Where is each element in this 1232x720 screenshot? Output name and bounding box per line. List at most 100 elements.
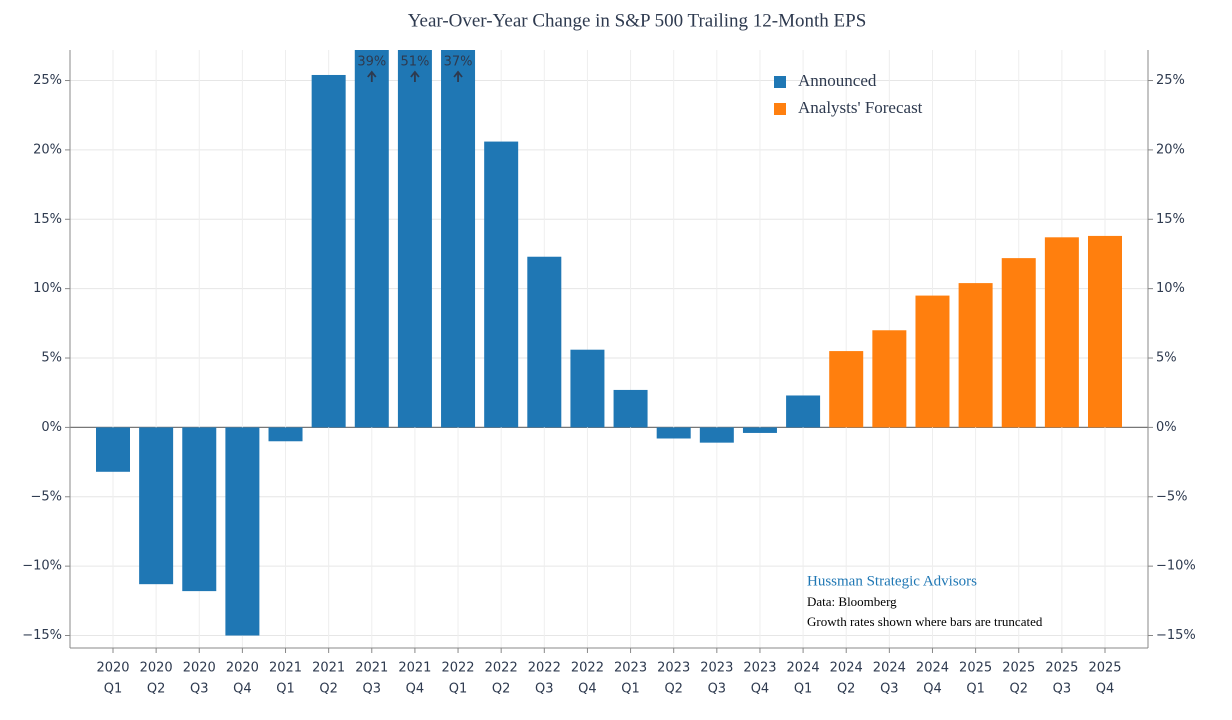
- x-tick-label: Q1: [104, 682, 123, 697]
- truncation-arrow: [367, 70, 377, 82]
- x-tick-label: 2023: [657, 661, 690, 676]
- x-tick-label: 2024: [873, 661, 906, 676]
- x-tick-label: Q4: [406, 682, 425, 697]
- x-tick-label: 2025: [1088, 661, 1121, 676]
- bar: [527, 256, 562, 428]
- bar: [1044, 237, 1079, 428]
- annotation: Hussman Strategic Advisors: [807, 573, 977, 589]
- x-tick-label: 2021: [312, 661, 345, 676]
- legend-label: Analysts' Forecast: [798, 98, 923, 117]
- y2-tick-label: −15%: [1156, 628, 1196, 643]
- x-tick-label: 2023: [743, 661, 776, 676]
- bar: [139, 427, 174, 585]
- x-tick-label: Q3: [708, 682, 727, 697]
- bar: [268, 427, 303, 442]
- bar: [354, 50, 389, 428]
- x-tick-label: Q4: [233, 682, 252, 697]
- y-tick-label: 5%: [41, 351, 62, 366]
- chart-title: Year-Over-Year Change in S&P 500 Trailin…: [408, 10, 867, 31]
- bar: [872, 330, 907, 428]
- x-tick-label: Q4: [751, 682, 770, 697]
- x-tick-label: Q2: [147, 682, 166, 697]
- x-tick-label: Q1: [794, 682, 813, 697]
- y2-tick-label: 10%: [1156, 281, 1185, 296]
- x-tick-label: 2020: [183, 661, 216, 676]
- truncation-arrow: [410, 70, 420, 82]
- y-tick-label: 20%: [33, 142, 62, 157]
- bar: [484, 141, 519, 428]
- y2-tick-label: 20%: [1156, 142, 1185, 157]
- x-tick-label: 2022: [571, 661, 604, 676]
- x-tick-label: 2025: [1045, 661, 1078, 676]
- legend-swatch: [774, 76, 786, 88]
- bar: [829, 351, 864, 428]
- x-tick-label: Q3: [1053, 682, 1072, 697]
- value-label: 37%: [444, 55, 473, 70]
- bar: [96, 427, 130, 472]
- y2-tick-label: −5%: [1156, 489, 1188, 504]
- x-tick-label: 2025: [1002, 661, 1035, 676]
- x-tick-label: Q4: [1096, 682, 1115, 697]
- bar: [397, 50, 432, 428]
- x-tick-label: 2023: [700, 661, 733, 676]
- x-tick-label: 2020: [96, 661, 129, 676]
- x-tick-label: 2020: [226, 661, 259, 676]
- truncation-arrow: [453, 70, 463, 82]
- x-tick-label: Q3: [535, 682, 554, 697]
- bar: [1088, 235, 1122, 428]
- annotation: Growth rates shown where bars are trunca…: [807, 614, 1043, 629]
- x-tick-label: Q4: [578, 682, 597, 697]
- bar: [182, 427, 217, 592]
- x-tick-label: Q1: [621, 682, 640, 697]
- x-tick-label: Q2: [837, 682, 856, 697]
- y-tick-label: 15%: [33, 212, 62, 227]
- x-tick-label: Q3: [880, 682, 899, 697]
- annotation: Data: Bloomberg: [807, 594, 897, 609]
- bar: [613, 389, 648, 428]
- bar: [958, 283, 993, 428]
- x-tick-label: 2025: [959, 661, 992, 676]
- y2-tick-label: −10%: [1156, 559, 1196, 574]
- value-label: 51%: [400, 55, 429, 70]
- bar: [915, 295, 950, 428]
- bar: [699, 427, 734, 443]
- y-tick-label: −5%: [30, 489, 62, 504]
- bar: [742, 427, 777, 433]
- legend-label: Announced: [798, 71, 877, 90]
- x-tick-label: Q2: [492, 682, 511, 697]
- y-tick-label: −15%: [22, 628, 62, 643]
- x-tick-label: 2024: [787, 661, 820, 676]
- x-tick-label: 2022: [528, 661, 561, 676]
- x-tick-label: Q1: [966, 682, 985, 697]
- x-tick-label: Q1: [449, 682, 468, 697]
- y2-tick-label: 0%: [1156, 420, 1177, 435]
- x-tick-label: Q2: [319, 682, 338, 697]
- x-tick-label: 2020: [140, 661, 173, 676]
- x-tick-label: 2022: [441, 661, 474, 676]
- bar: [786, 395, 821, 428]
- bar: [225, 427, 260, 636]
- bar: [656, 427, 691, 439]
- x-tick-label: 2021: [269, 661, 302, 676]
- x-tick-label: 2022: [485, 661, 518, 676]
- x-tick-label: 2023: [614, 661, 647, 676]
- x-tick-label: Q1: [276, 682, 295, 697]
- bar: [311, 74, 346, 428]
- x-tick-label: Q3: [190, 682, 209, 697]
- y2-tick-label: 15%: [1156, 212, 1185, 227]
- y-tick-label: 25%: [33, 73, 62, 88]
- x-tick-label: 2024: [830, 661, 863, 676]
- y2-tick-label: 25%: [1156, 73, 1185, 88]
- value-label: 39%: [357, 55, 386, 70]
- x-tick-label: 2024: [916, 661, 949, 676]
- bar: [441, 50, 476, 428]
- x-tick-label: 2021: [355, 661, 388, 676]
- x-tick-label: 2021: [398, 661, 431, 676]
- legend-swatch: [774, 103, 786, 115]
- bar: [1001, 258, 1036, 428]
- x-tick-label: Q2: [664, 682, 683, 697]
- y-tick-label: 0%: [41, 420, 62, 435]
- bar: [570, 349, 605, 428]
